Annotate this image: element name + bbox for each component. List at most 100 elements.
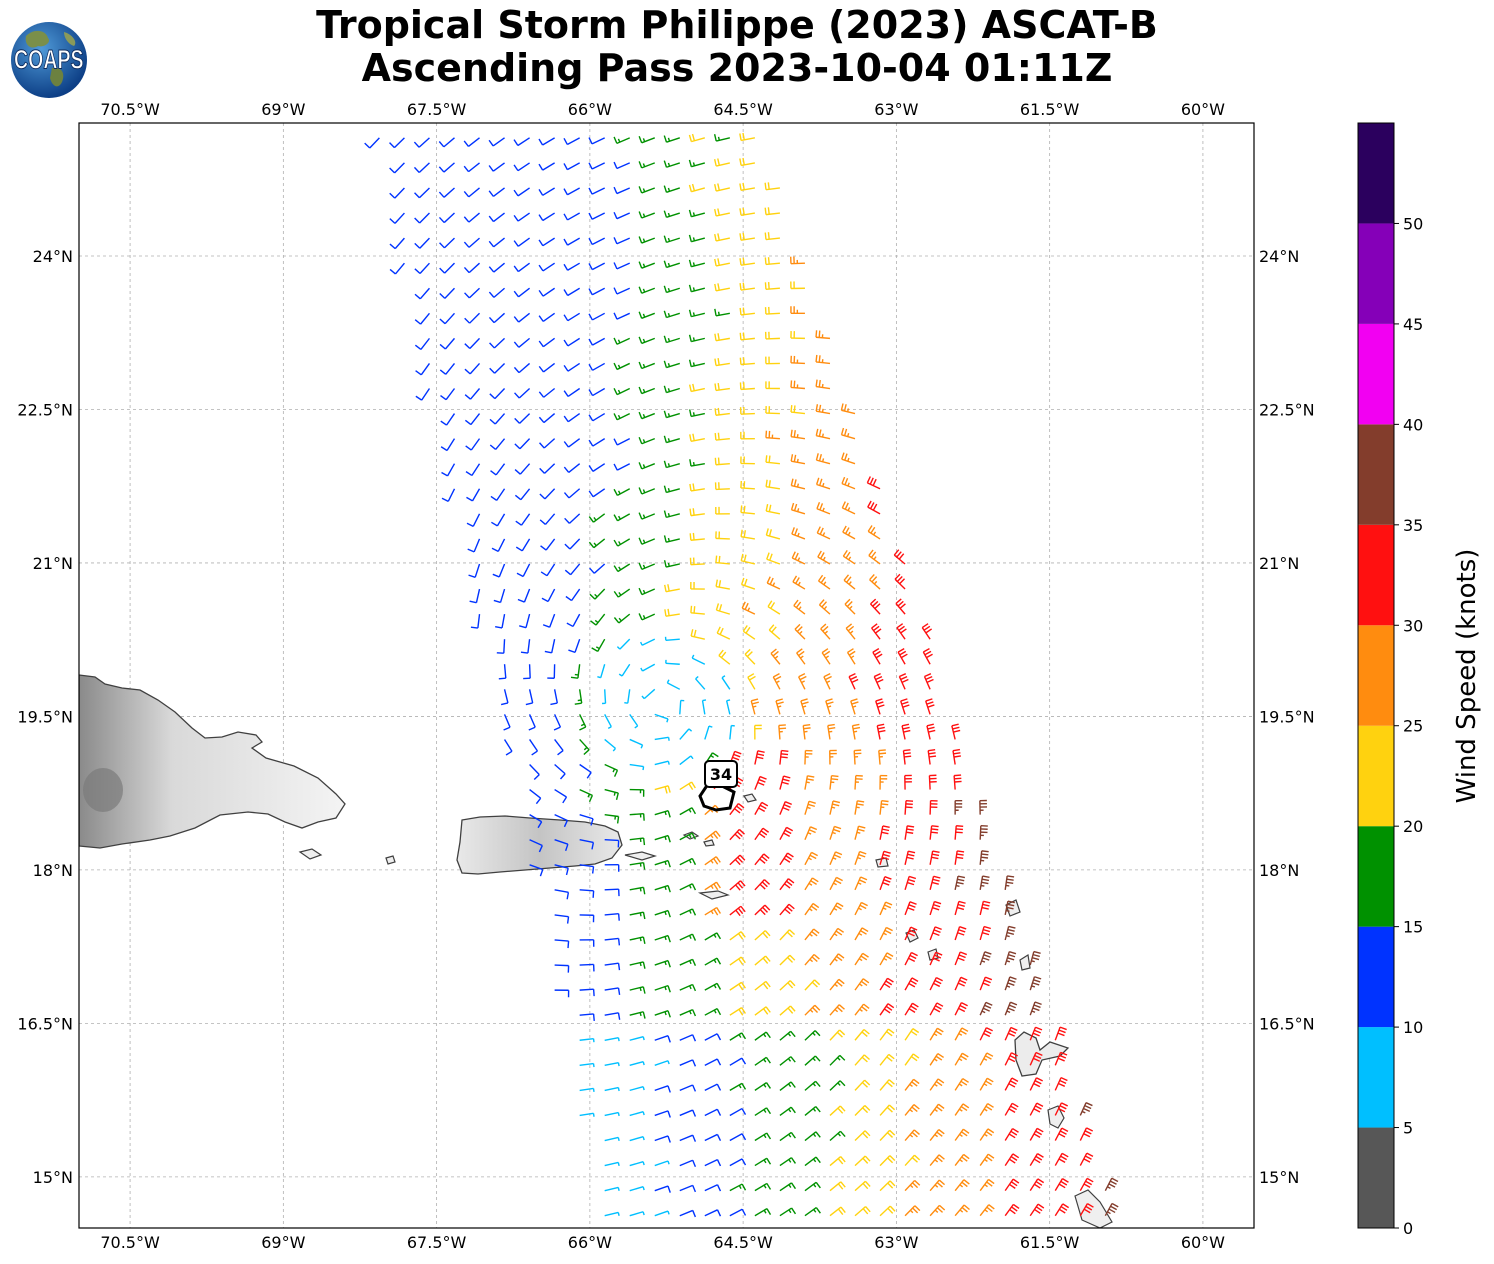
wind-barb [904,875,917,891]
wind-barb [716,626,731,640]
wind-barb [554,914,570,924]
wind-barb [790,478,806,490]
wind-barb [638,311,656,319]
wind-barb [1004,900,1015,916]
wind-barb [729,1208,747,1217]
wind-barb [754,853,770,866]
wind-barb [588,162,605,170]
wind-barb [554,864,569,876]
wind-barb [604,1037,620,1042]
wind-barb [764,182,781,191]
wind-barb [688,234,705,243]
wind-barb [1004,925,1016,941]
wind-barb [538,438,556,449]
wind-barb [588,237,606,246]
wind-barb [714,308,730,317]
wind-barb [954,900,966,916]
wind-barb [550,689,558,706]
wind-barb [853,749,862,765]
wind-barb [904,1104,920,1116]
wind-barb [414,212,430,224]
wind-barb [768,624,781,640]
wind-barb [843,574,856,590]
wind-barb [563,488,581,499]
vieques-island [624,851,658,861]
wind-barb [679,983,697,992]
wind-barb [821,648,831,665]
wind-barb [513,337,531,348]
wind-barb [829,1105,846,1116]
wind-barb [739,182,755,192]
wind-barb [765,430,780,440]
wind-barb [929,1103,945,1116]
wind-barb [879,1180,896,1192]
wind-barb [804,1080,821,1091]
wind-barb [1004,1052,1018,1066]
wind-barb [488,312,506,324]
wind-barb [779,1106,796,1117]
wind-barb [879,901,893,916]
wind-barb [663,410,680,419]
wind-barb [815,453,831,465]
wind-barb [389,162,405,174]
wind-barb [904,1205,921,1217]
wind-barb [854,1054,871,1066]
wind-barb [588,262,606,271]
wind-barb [804,902,820,916]
wind-barb [604,788,619,800]
wind-barb [654,1135,671,1143]
wind-barb [654,1085,671,1093]
wind-barb [854,1206,871,1217]
wind-barb [790,454,806,465]
wind-barb [779,1157,796,1167]
wind-barb [464,388,481,400]
wind-barb [754,750,765,765]
wind-barb [1054,1203,1070,1217]
wind-barb [879,952,894,966]
lon-tick-label-bottom: 70.5°W [100,1233,160,1252]
wind-barb [820,623,831,640]
wind-barb [879,977,894,991]
wind-barb [488,162,505,172]
wind-barb [638,462,656,470]
wind-barb [804,877,819,891]
lon-tick-label-bottom: 63°W [874,1233,918,1252]
wind-barb [554,788,568,804]
wind-barb [613,186,630,195]
wind-barb [854,978,870,991]
wind-barb [563,237,581,246]
wind-barb [613,513,631,522]
wind-barb [489,438,506,450]
wind-barb [654,1035,671,1043]
wind-barb [841,501,856,515]
wind-barb [729,1057,747,1066]
wind-barb [654,884,671,893]
wind-barb [663,260,680,269]
wind-barb [589,588,606,600]
wind-barb [604,937,621,946]
wind-barb [879,1028,895,1041]
wind-barb [613,237,631,245]
wind-barb [689,409,705,418]
colorbar-bin [1358,926,1394,1028]
wind-barb [440,413,456,426]
wind-barb [654,1160,670,1167]
wind-barb [663,160,681,168]
wind-barb [629,961,646,969]
wind-barb [1079,1203,1094,1217]
wind-barb [579,1062,595,1068]
wind-barb [904,977,919,991]
wind-barb [613,211,630,220]
wind-barb [954,1002,968,1016]
wind-barb [802,724,811,740]
wind-barb [579,839,595,850]
wind-barb [588,337,606,346]
wind-barb [871,623,882,640]
wind-barb [714,333,730,342]
wind-barb [929,926,942,941]
wind-barb [588,287,606,296]
wind-barb [829,1206,846,1217]
wind-barb [979,1077,994,1091]
wind-barb [629,738,644,749]
wind-barb [604,1086,620,1092]
